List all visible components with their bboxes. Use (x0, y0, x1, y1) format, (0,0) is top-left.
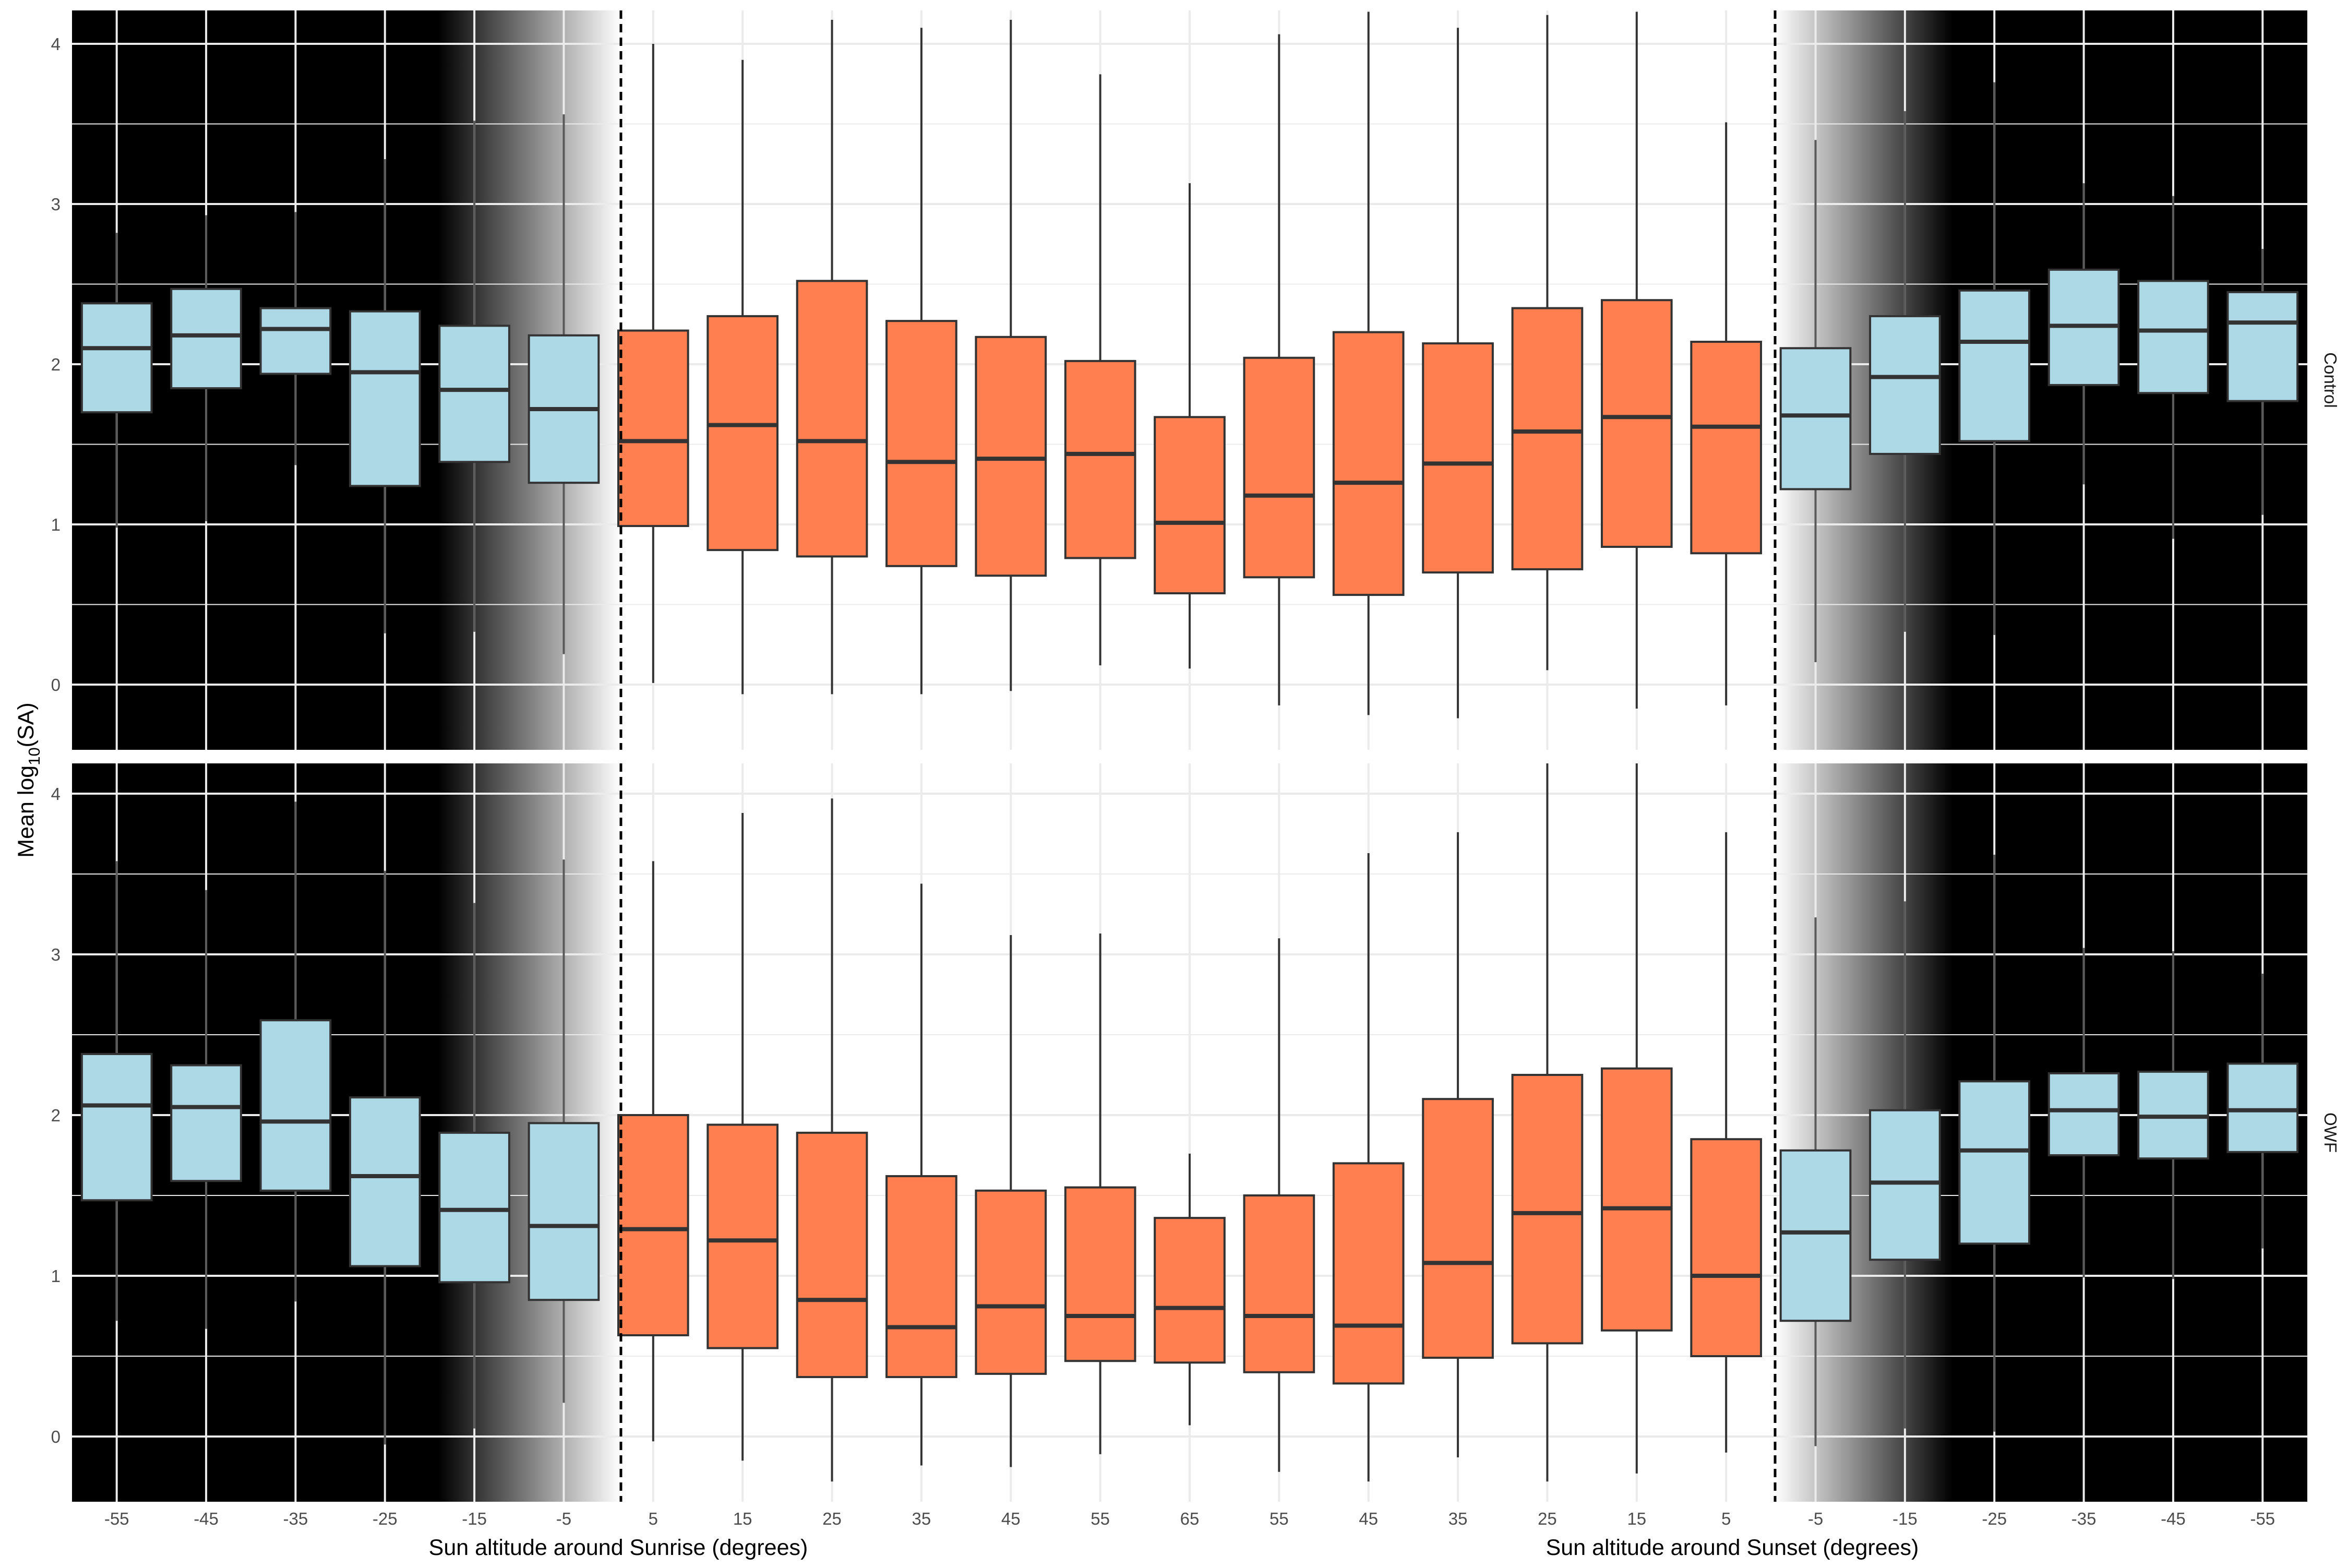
box-body (438, 325, 510, 463)
x-tick-label: -25 (373, 1509, 398, 1528)
box-body (349, 310, 421, 487)
x-tick-label: 35 (1448, 1509, 1468, 1528)
x-tick-label: 45 (1359, 1509, 1378, 1528)
box-body (1154, 416, 1226, 595)
x-tick-label: 15 (733, 1509, 752, 1528)
box-body (1422, 1098, 1494, 1359)
x-tick-label: -5 (556, 1509, 571, 1528)
x-tick-label: 35 (912, 1509, 931, 1528)
x-tick-label: 5 (649, 1509, 658, 1528)
box-body (80, 1052, 153, 1202)
y-axis-label-subscript: 10 (25, 747, 43, 765)
y-tick-label: 1 (51, 515, 61, 534)
box-body (1243, 1194, 1315, 1373)
y-tick-label: 4 (51, 34, 61, 54)
x-tick-label: -35 (283, 1509, 308, 1528)
box-body (617, 1114, 689, 1336)
y-tick-label: 2 (51, 1106, 61, 1125)
x-tick-label: -55 (2250, 1509, 2275, 1528)
box-body (1064, 360, 1136, 559)
y-tick-label: 1 (51, 1266, 61, 1286)
panel-strip-label: Control (2321, 352, 2340, 408)
box-body (2047, 1072, 2120, 1156)
box-body (885, 320, 957, 567)
box-body (1422, 342, 1494, 574)
y-tick-label: 0 (51, 675, 61, 695)
y-tick-label: 4 (51, 784, 61, 804)
x-tick-label: 65 (1180, 1509, 1200, 1528)
box-body (1779, 347, 1852, 490)
box-body (1243, 356, 1315, 579)
box-body (349, 1096, 421, 1267)
box-body (259, 1019, 332, 1192)
x-tick-label: -55 (104, 1509, 129, 1528)
box-body (2137, 280, 2209, 394)
box-body (1064, 1186, 1136, 1362)
panel-strip-label: OWF (2321, 1112, 2340, 1153)
box-body (1511, 1074, 1584, 1345)
x-tick-label: -5 (1808, 1509, 1823, 1528)
box-body (1958, 289, 2031, 442)
box-body (2226, 1062, 2299, 1153)
box-body (1958, 1080, 2031, 1245)
box-body (1690, 1138, 1762, 1357)
y-tick-label: 0 (51, 1427, 61, 1446)
y-tick-label: 3 (51, 195, 61, 214)
box-body (170, 288, 242, 390)
y-axis-label: Mean log10(SA) (14, 702, 43, 857)
x-tick-label: 25 (822, 1509, 842, 1528)
x-tick-label: -35 (2071, 1509, 2097, 1528)
x-tick-label: -25 (1982, 1509, 2007, 1528)
x-tick-label: -15 (462, 1509, 487, 1528)
box-body (1600, 1067, 1673, 1332)
y-tick-label: 3 (51, 945, 61, 964)
x-tick-label: -15 (1892, 1509, 1918, 1528)
x-tick-label: 25 (1538, 1509, 1557, 1528)
box-body (975, 1189, 1047, 1375)
x-tick-label: 5 (1721, 1509, 1731, 1528)
x-tick-label: 55 (1269, 1509, 1289, 1528)
box-body (2226, 291, 2299, 402)
box-body (528, 1122, 600, 1301)
box-body (706, 1123, 779, 1349)
box-marks (80, 11, 2299, 1482)
box-body (706, 315, 779, 552)
axis-text: Sun altitude around Sunrise (degrees) Su… (14, 34, 2340, 1560)
box-body (259, 307, 332, 375)
y-axis-label-suffix: (SA) (14, 702, 39, 747)
x-tick-label: -45 (2161, 1509, 2186, 1528)
box-body (1511, 307, 1584, 570)
x-axis-label-sunset: Sun altitude around Sunset (degrees) (1546, 1535, 1919, 1560)
x-axis-label-sunrise: Sun altitude around Sunrise (degrees) (429, 1535, 808, 1560)
box-body (975, 336, 1047, 577)
box-body (1600, 299, 1673, 548)
box-body (1869, 1109, 1941, 1261)
box-body (1332, 331, 1405, 596)
y-axis-label-prefix: Mean log (14, 765, 39, 858)
box-body (1779, 1149, 1852, 1322)
box-body (1332, 1162, 1405, 1385)
box-body (1154, 1217, 1226, 1364)
x-tick-label: 55 (1091, 1509, 1110, 1528)
y-tick-label: 2 (51, 355, 61, 374)
transition-lines (619, 10, 1777, 1502)
box-body (617, 329, 689, 528)
box-body (1690, 341, 1762, 555)
box-body (796, 1131, 868, 1379)
box-body (885, 1175, 957, 1379)
box-body (170, 1064, 242, 1182)
x-tick-label: 15 (1627, 1509, 1646, 1528)
box-body (796, 280, 868, 558)
x-tick-label: 45 (1001, 1509, 1021, 1528)
box-body (1869, 315, 1941, 455)
box-body (80, 302, 153, 414)
x-tick-label: -45 (194, 1509, 219, 1528)
box-body (438, 1131, 510, 1284)
